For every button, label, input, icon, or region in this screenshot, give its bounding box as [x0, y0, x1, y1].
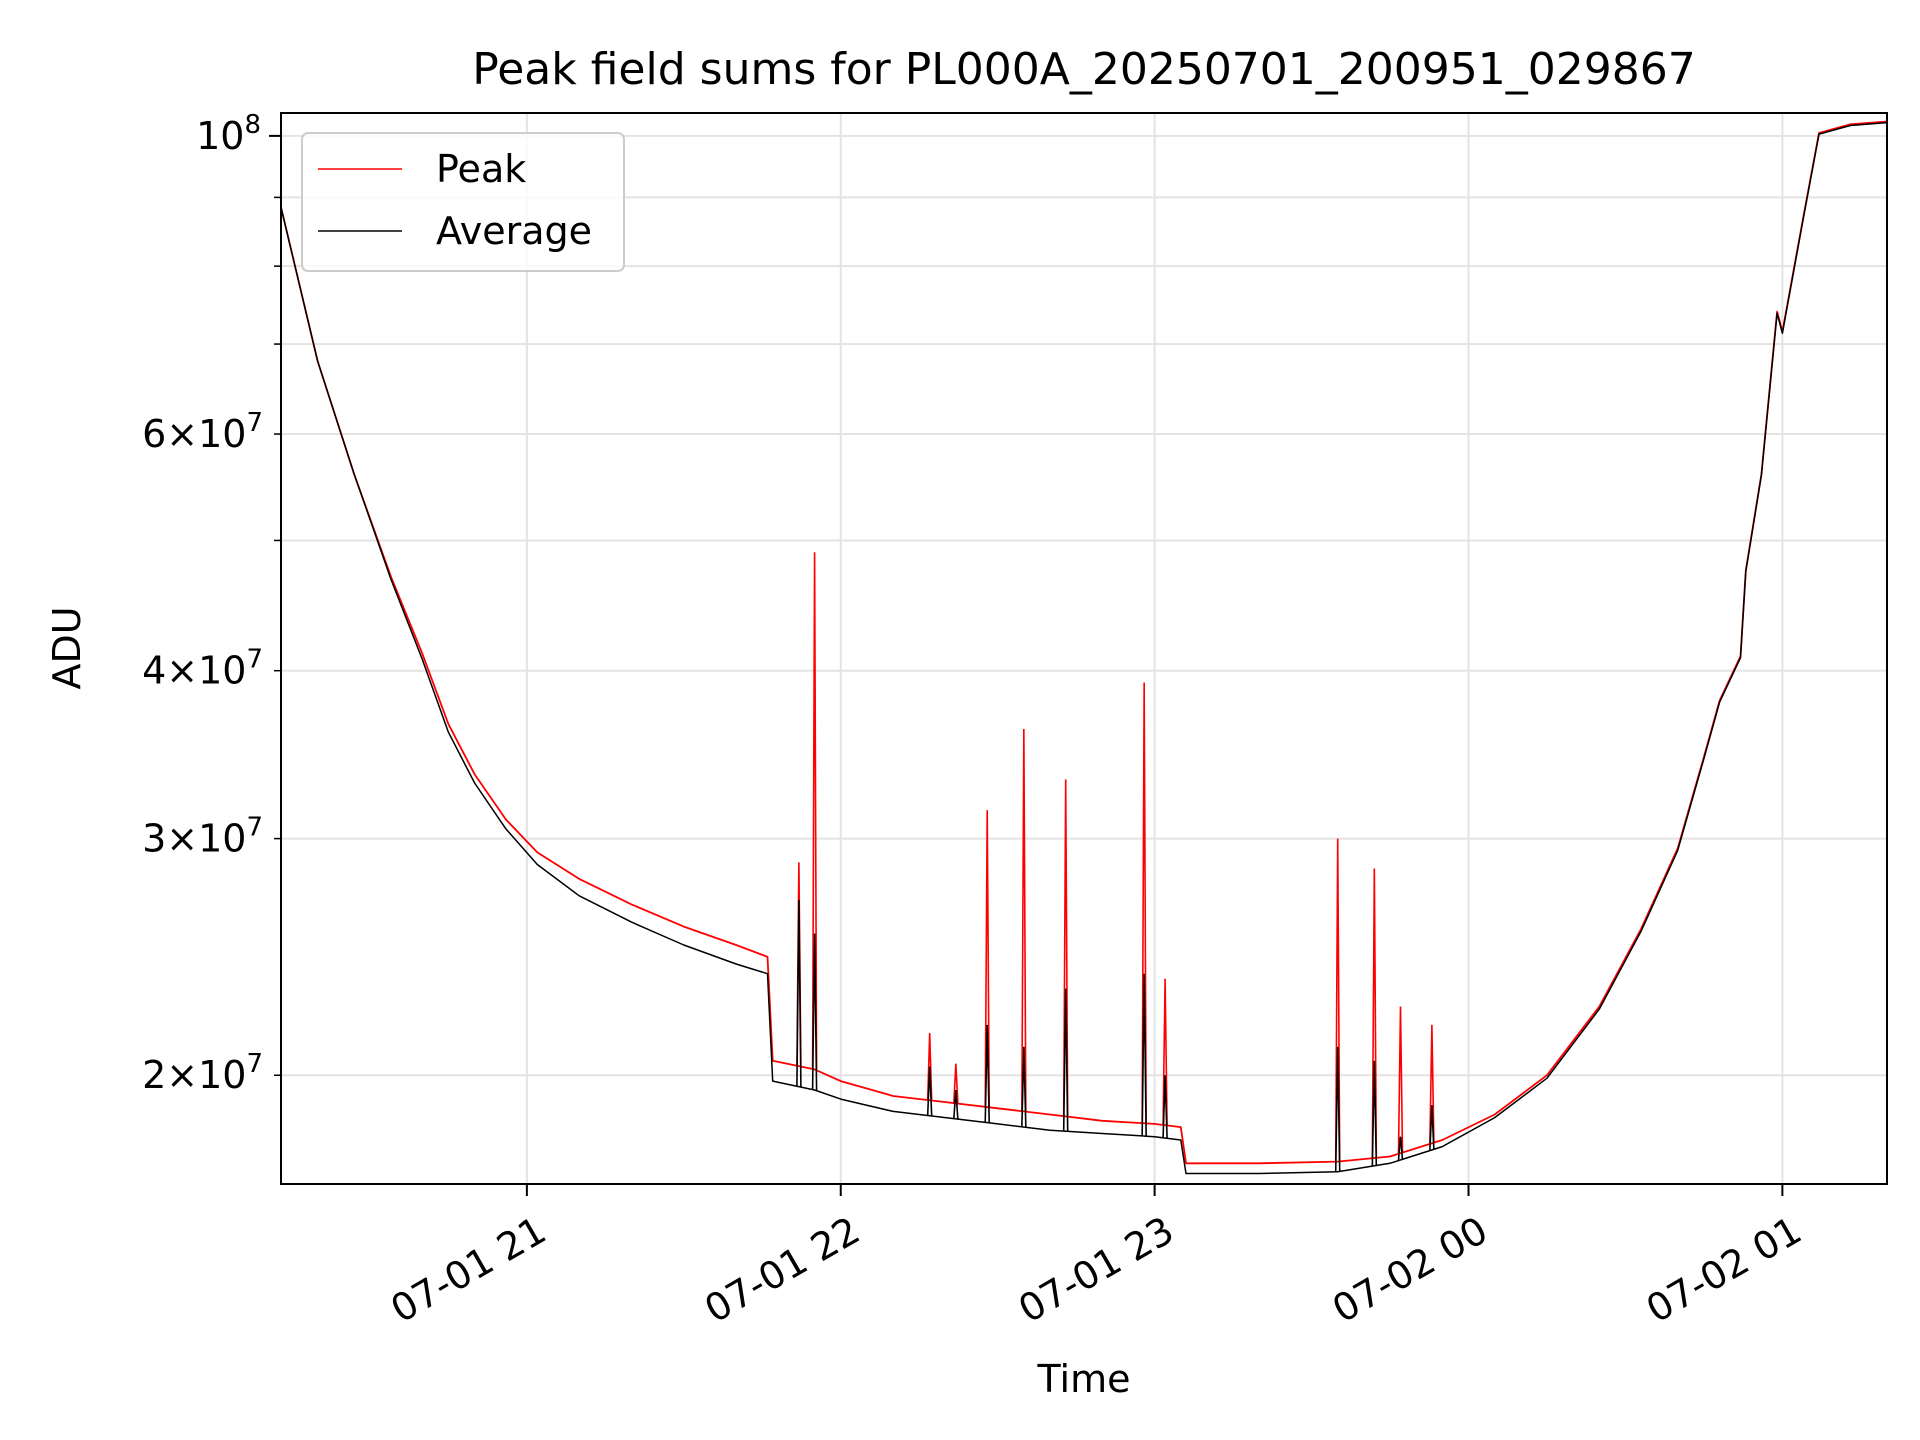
average-spike — [1062, 988, 1069, 1132]
y-tick-label: 6×107 — [142, 408, 263, 456]
average-spike — [1371, 1060, 1378, 1166]
peak-spike — [984, 810, 991, 1108]
average-spike — [1397, 1136, 1404, 1160]
series-line-average — [280, 121, 1888, 1175]
peak-spike — [811, 552, 818, 1070]
series-lines — [280, 120, 1888, 1175]
peak-spike — [1429, 1024, 1435, 1144]
peak-spike — [1397, 1006, 1404, 1154]
average-spike — [926, 1066, 933, 1116]
average-spike — [1334, 1046, 1341, 1172]
average-spike — [953, 1089, 959, 1119]
average-spike — [1021, 1046, 1027, 1128]
peak-spike — [953, 1063, 959, 1104]
average-spike — [811, 933, 818, 1091]
plot-frame — [280, 112, 1888, 1185]
y-tick-label: 108 — [196, 110, 261, 158]
peak-spike — [926, 1033, 933, 1101]
y-axis-label: ADU — [45, 606, 89, 689]
x-axis-label: Time — [1037, 1357, 1131, 1401]
legend-label-peak: Peak — [436, 147, 526, 191]
chart-title: Peak field sums for PL000A_20250701_2009… — [472, 44, 1695, 95]
y-tick-label: 2×107 — [142, 1049, 263, 1097]
average-spike — [796, 900, 802, 1087]
peak-spike — [1371, 868, 1378, 1159]
average-spike — [1429, 1105, 1435, 1150]
peak-spike — [1062, 779, 1069, 1117]
peak-spike — [1334, 838, 1341, 1162]
peak-spike — [1162, 978, 1168, 1126]
legend-label-average: Average — [436, 209, 592, 253]
y-tick-label: 4×107 — [142, 645, 263, 693]
peak-spike — [1141, 682, 1147, 1124]
legend: Peak Average — [301, 132, 625, 272]
average-spike — [1162, 1075, 1168, 1139]
y-tick-label: 3×107 — [142, 813, 263, 861]
peak-spike — [1021, 728, 1027, 1112]
average-spike — [1141, 973, 1147, 1137]
average-spike — [984, 1024, 991, 1123]
legend-box — [301, 132, 625, 272]
